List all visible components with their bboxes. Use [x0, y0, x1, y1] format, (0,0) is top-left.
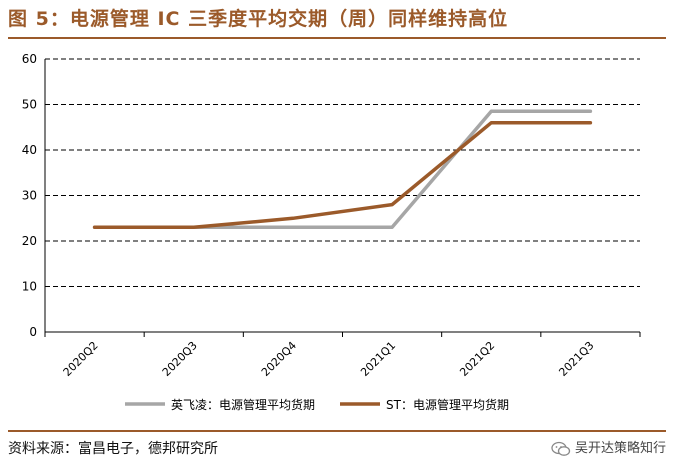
y-tick-label: 20: [22, 234, 37, 248]
y-tick-label: 40: [22, 143, 37, 157]
line-chart: 0 10 20 30 40 50 60 2020Q2 2020Q3 2020Q4 2021Q1 202…: [22, 52, 641, 412]
watermark: 吴开达策略知行: [551, 436, 666, 462]
y-tick-label: 0: [29, 325, 37, 339]
y-tick-label: 30: [22, 189, 37, 203]
x-tick-label: 2021Q2: [457, 339, 497, 379]
title-rule: [8, 37, 666, 39]
x-tick-label: 2020Q2: [61, 339, 101, 379]
legend-label-1: 英飞凌：电源管理平均货期: [171, 397, 315, 412]
wechat-icon: [551, 441, 571, 456]
series-line-2: [92, 120, 593, 230]
y-tick-label: 50: [22, 98, 37, 112]
chart-title: 图 5：电源管理 IC 三季度平均交期（周）同样维持高位: [8, 8, 509, 30]
y-tick-label: 10: [22, 280, 37, 294]
source-note: 资料来源：富昌电子，德邦研究所: [8, 441, 218, 457]
source-rule: [8, 430, 666, 432]
x-tick-label: 2021Q1: [358, 339, 398, 379]
x-tick-label: 2021Q3: [556, 339, 596, 379]
x-tick-label: 2020Q3: [160, 339, 200, 379]
x-tick-label: 2020Q4: [259, 339, 299, 379]
legend-label-2: ST：电源管理平均货期: [386, 397, 509, 412]
watermark-text: 吴开达策略知行: [574, 441, 666, 456]
y-tick-label: 60: [22, 52, 37, 66]
